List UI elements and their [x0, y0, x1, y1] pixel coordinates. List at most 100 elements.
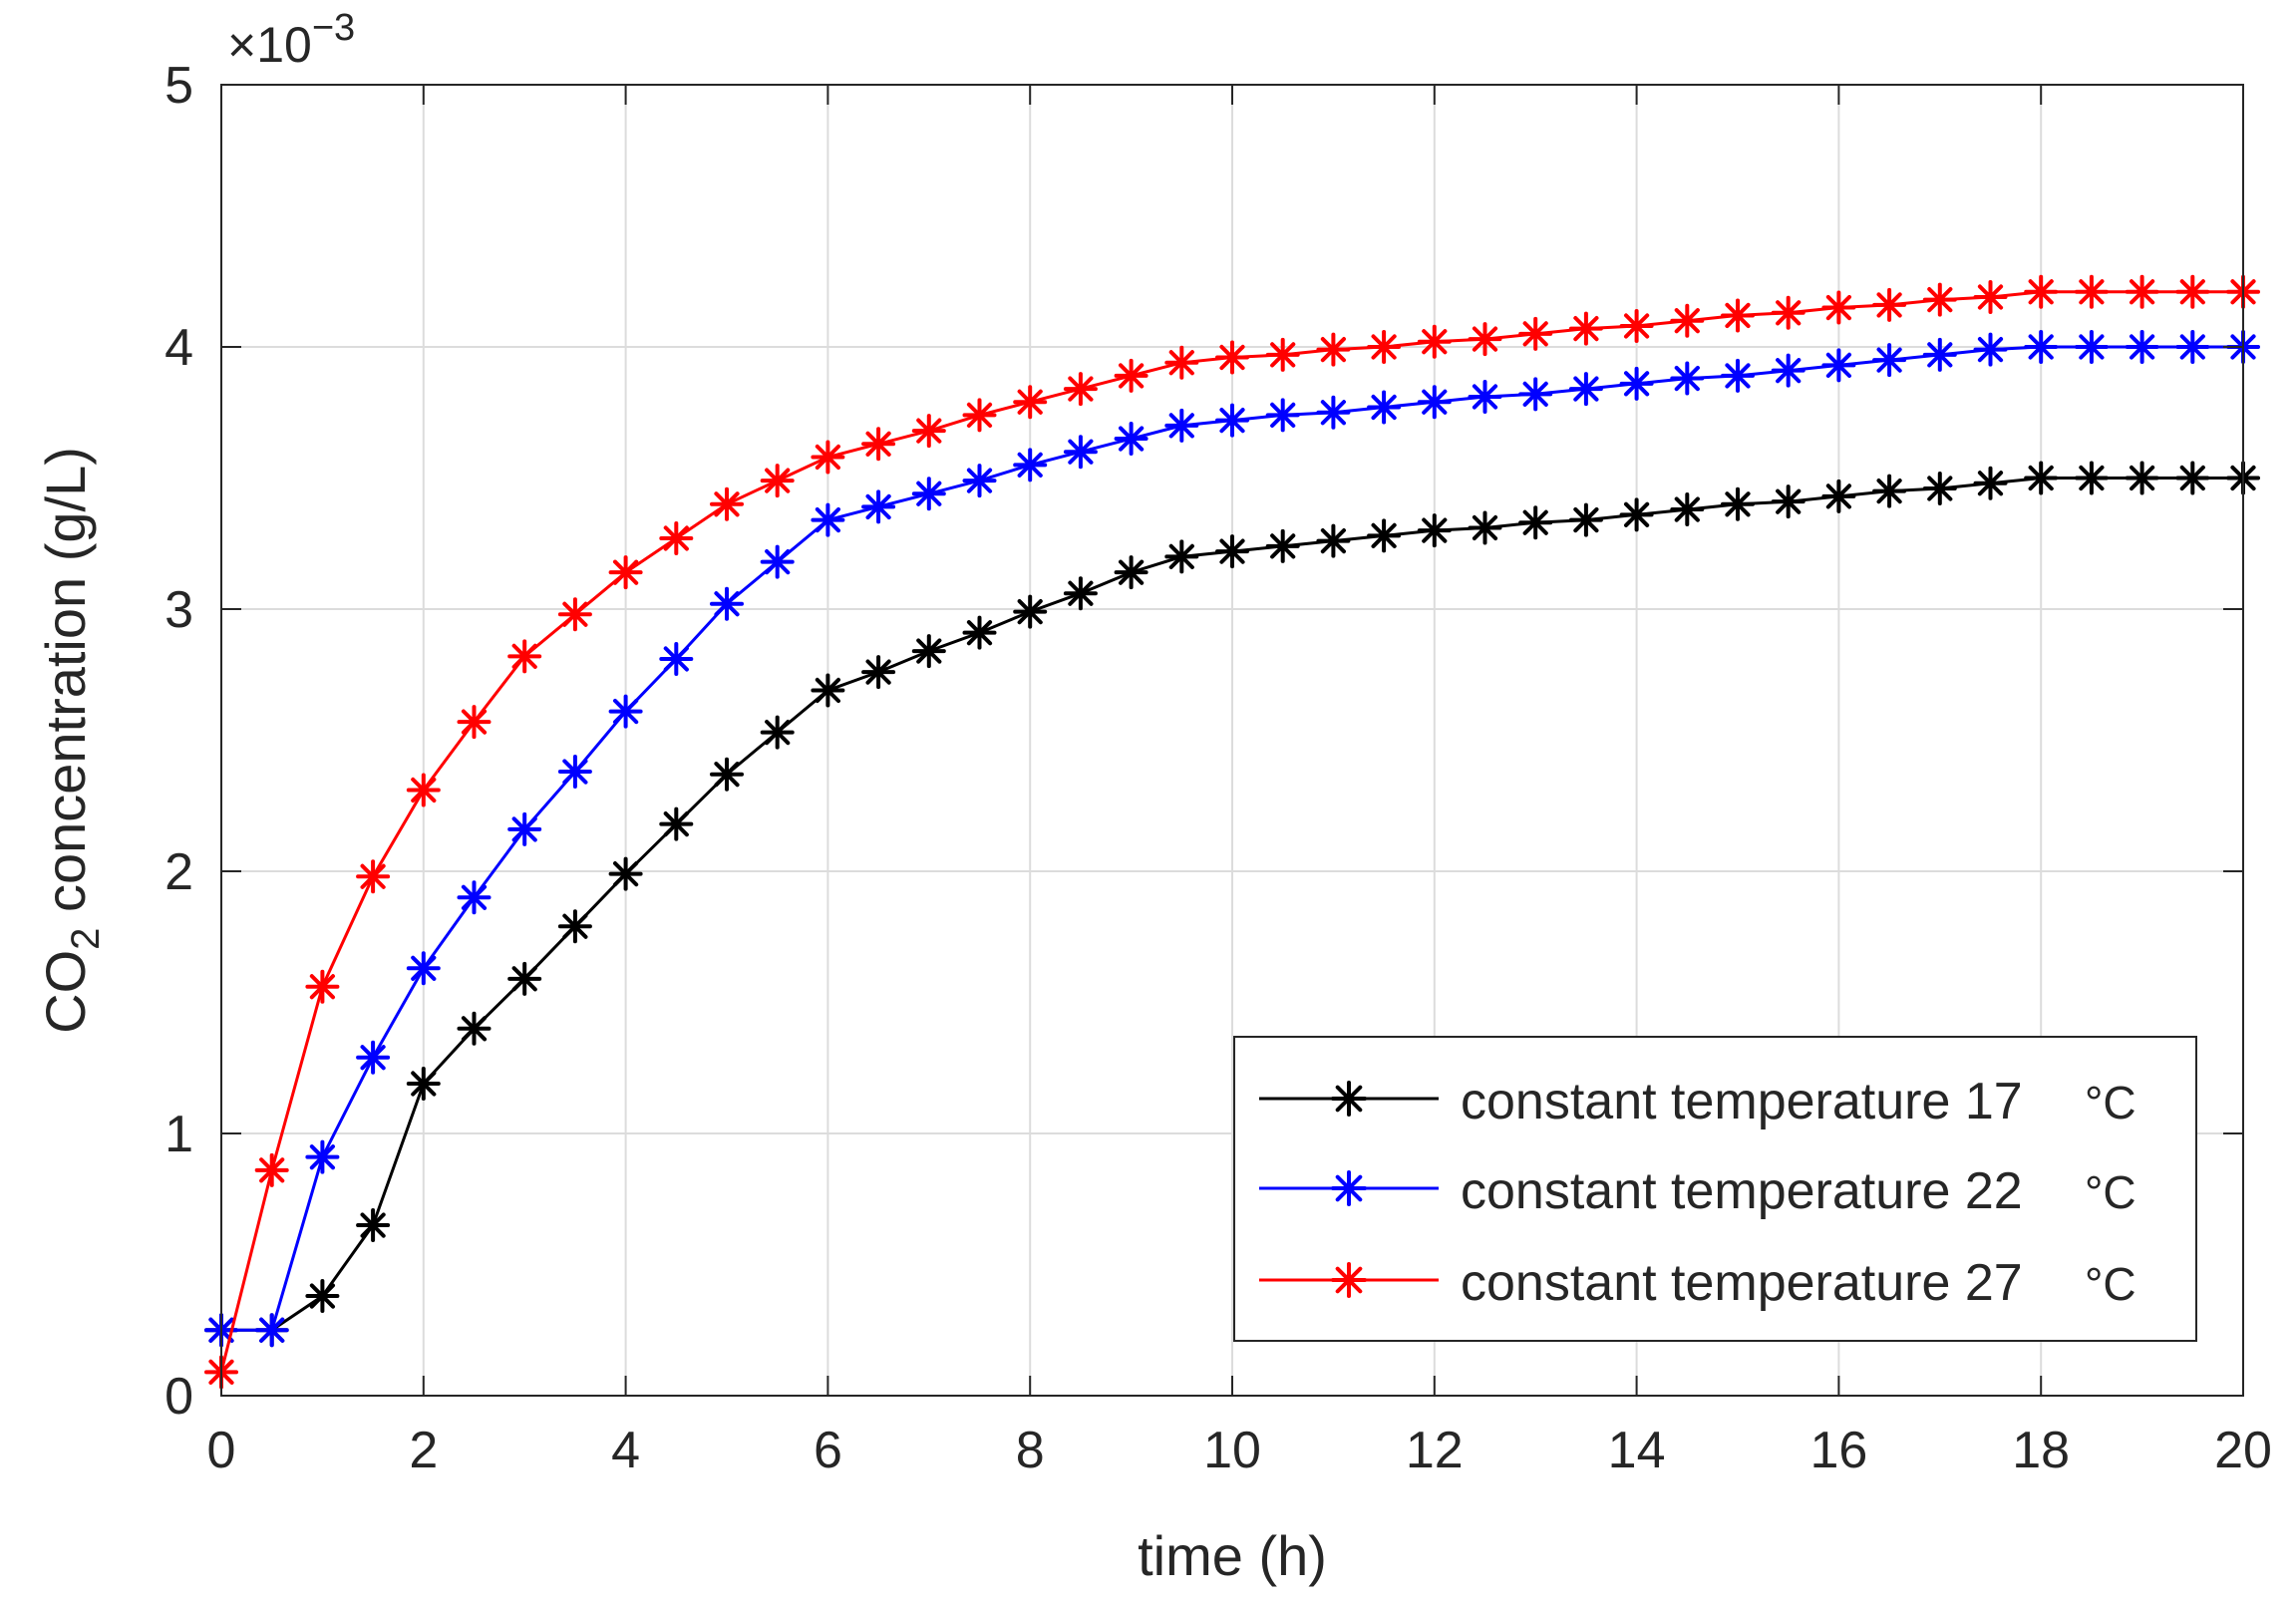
data-point [1331, 1262, 1367, 1298]
data-point [406, 1067, 441, 1102]
data-point [962, 398, 997, 433]
data-point [760, 715, 795, 750]
data-point [254, 1313, 289, 1348]
data-point [659, 520, 694, 555]
data-point [2175, 330, 2210, 364]
data-point [710, 586, 744, 621]
y-axis-exponent: ×10−3 [227, 7, 355, 73]
data-point [1367, 330, 1402, 364]
legend-unit: °C [2085, 1077, 2136, 1128]
data-point [1215, 403, 1249, 438]
data-point [1568, 372, 1603, 407]
y-axis-label-subscript: 2 [64, 928, 108, 950]
data-point [911, 477, 946, 511]
series-layer [204, 274, 2260, 1390]
data-point [1164, 408, 1199, 443]
data-point [507, 639, 542, 674]
data-point [1063, 372, 1098, 407]
data-point [1063, 576, 1098, 611]
legend-label: constant temperature 27 [1461, 1254, 2023, 1312]
data-point [1417, 385, 1452, 420]
data-point [406, 773, 441, 807]
legend-item: constant temperature 27 °C [1259, 1254, 2136, 1312]
data-point [1771, 353, 1805, 388]
data-point [1922, 472, 1957, 506]
data-point [811, 440, 845, 475]
data-point [1164, 539, 1199, 574]
data-point [1670, 361, 1705, 396]
data-point [1013, 594, 1048, 629]
data-point [1316, 332, 1351, 367]
data-point [305, 969, 340, 1004]
x-tick-label: 8 [1016, 1422, 1045, 1479]
data-point [1367, 390, 1402, 425]
y-tick-label: 5 [164, 57, 193, 115]
data-point [1821, 479, 1856, 513]
data-point [1518, 316, 1553, 351]
data-point [1872, 474, 1907, 508]
data-point [1114, 422, 1148, 457]
data-point [457, 1011, 492, 1046]
data-point [1265, 528, 1300, 563]
data-point [305, 1139, 340, 1174]
data-point [659, 641, 694, 676]
data-point [2074, 330, 2109, 364]
data-point [1670, 303, 1705, 338]
data-point [861, 655, 896, 690]
series-0 [204, 461, 2260, 1348]
data-point [2024, 461, 2059, 495]
data-point [1331, 1081, 1367, 1117]
data-point [2175, 274, 2210, 309]
data-point [1619, 497, 1654, 532]
data-point [2074, 274, 2109, 309]
data-point [1518, 505, 1553, 540]
data-point [1872, 343, 1907, 378]
data-point [811, 673, 845, 708]
data-point [2125, 274, 2159, 309]
data-point [608, 856, 643, 891]
data-point [1821, 290, 1856, 325]
data-point [1973, 466, 2008, 500]
data-point [507, 961, 542, 996]
data-point [1215, 340, 1249, 375]
data-point [1417, 324, 1452, 359]
data-point [356, 1040, 391, 1075]
x-tick-label: 4 [611, 1422, 640, 1479]
y-tick-label: 0 [164, 1368, 193, 1426]
data-point [2125, 461, 2159, 495]
data-point [1114, 358, 1148, 393]
y-axis-label: CO2 concentration (g/L) [34, 447, 108, 1034]
legend-label: constant temperature 22 [1461, 1162, 2023, 1220]
y-axis-exponent-power: −3 [312, 7, 355, 49]
ticks [220, 84, 2244, 1397]
data-point [2175, 461, 2210, 495]
data-point [1771, 295, 1805, 330]
y-axis-label-rest: concentration (g/L) [34, 447, 97, 927]
data-point [1331, 1170, 1367, 1206]
data-point [356, 1208, 391, 1243]
y-tick-label: 4 [164, 319, 193, 377]
data-point [1821, 348, 1856, 383]
x-tick-label: 16 [1809, 1422, 1867, 1479]
data-point [811, 502, 845, 537]
data-point [2125, 330, 2159, 364]
data-point [1872, 287, 1907, 322]
x-tick-label: 14 [1608, 1422, 1666, 1479]
data-point [1468, 510, 1502, 545]
data-point [1114, 555, 1148, 590]
data-point [1265, 398, 1300, 433]
data-point [1316, 523, 1351, 558]
data-point [557, 909, 592, 944]
y-axis-exponent-base: ×10 [227, 17, 312, 73]
legend-unit: °C [2085, 1258, 2136, 1310]
x-tick-label: 10 [1203, 1422, 1261, 1479]
data-point [356, 859, 391, 894]
x-tick-label: 6 [814, 1422, 842, 1479]
data-point [1417, 513, 1452, 548]
data-point [406, 951, 441, 986]
x-tick-label: 2 [409, 1422, 438, 1479]
data-point [2024, 330, 2059, 364]
